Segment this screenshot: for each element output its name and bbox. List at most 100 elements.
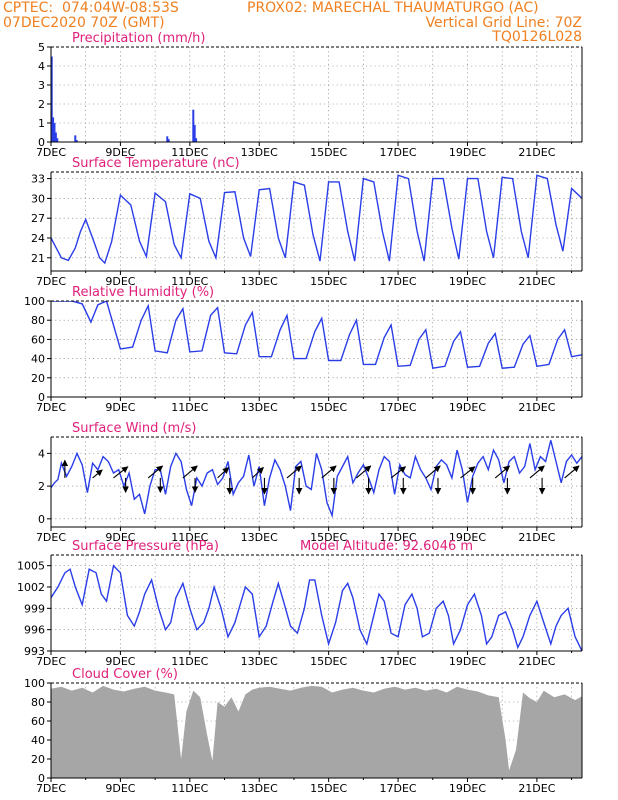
wind-xtick-label: 19DEC [449, 531, 486, 544]
rh-xtick-label: 9DEC [105, 401, 135, 414]
cloud-area [51, 685, 582, 778]
rh-data [51, 301, 582, 369]
cloud-title: Cloud Cover (%) [72, 667, 178, 682]
rh-ytick-label: 0 [38, 391, 45, 404]
rh-xtick-label: 21DEC [518, 401, 555, 414]
temp-xtick-label: 21DEC [518, 275, 555, 288]
cloud-ytick-label: 20 [31, 753, 45, 766]
temp-ytick-label: 24 [31, 232, 45, 245]
wind-panel: Surface Wind (m/s) 0 2 4 7DEC 9DEC 11DEC 13DEC 1… [36, 421, 583, 544]
wind-vector [113, 466, 129, 479]
wind-ytick-label: 4 [38, 447, 45, 460]
rh-xtick-label: 15DEC [310, 401, 347, 414]
pres-xtick-label: 21DEC [518, 655, 555, 668]
rh-xtick-label: 17DEC [380, 401, 417, 414]
wind-xtick-label: 15DEC [310, 531, 347, 544]
rh-panel: Relative Humidity (%) 0 20 40 60 80 100 7DEC 9DE… [24, 285, 583, 414]
rh-title: Relative Humidity (%) [72, 285, 214, 300]
wind-xtick-label: 17DEC [380, 531, 417, 544]
wind-ytick-label: 2 [38, 480, 45, 493]
precip-xtick-label: 19DEC [449, 146, 486, 159]
rh-ytick-label: 60 [31, 333, 45, 346]
precip-bar [56, 138, 59, 142]
temp-xtick-label: 15DEC [310, 275, 347, 288]
cloud-xtick-label: 21DEC [518, 782, 555, 795]
wind-ytick-label: 0 [38, 513, 45, 526]
cloud-xtick-label: 19DEC [449, 782, 486, 795]
pres-xtick-label: 15DEC [310, 655, 347, 668]
temp-line [51, 174, 582, 265]
pres-ytick-label: 1002 [17, 581, 45, 594]
temp-data [51, 174, 582, 265]
wind-vector [182, 465, 198, 479]
precip-bar [54, 132, 57, 142]
cloud-xtick-label: 13DEC [241, 782, 278, 795]
cloud-xtick-label: 15DEC [310, 782, 347, 795]
precip-bar [52, 117, 55, 142]
station-coordinates: CPTEC: 074:04W-08:53S [3, 0, 179, 16]
wind-vector [356, 465, 372, 479]
temp-xtick-label: 17DEC [380, 275, 417, 288]
temp-xtick-label: 9DEC [105, 275, 135, 288]
wind-vector [390, 466, 407, 479]
temp-ytick-label: 21 [31, 252, 45, 265]
pres-subtitle: Model Altitude: 92.6046 m [300, 539, 473, 554]
rh-xtick-label: 19DEC [449, 401, 486, 414]
rh-ytick-label: 100 [24, 295, 45, 308]
pres-ytick-label: 1005 [17, 560, 45, 573]
wind-vector [529, 465, 545, 479]
wind-line [51, 440, 582, 519]
wind-title: Surface Wind (m/s) [72, 421, 196, 436]
precip-bar [192, 109, 195, 142]
temp-ytick-label: 30 [31, 192, 45, 205]
precip-bar [75, 140, 78, 142]
temp-xtick-label: 19DEC [449, 275, 486, 288]
wind-vector [217, 467, 230, 479]
pres-xtick-label: 19DEC [449, 655, 486, 668]
precip-xtick-label: 15DEC [310, 146, 347, 159]
pres-ytick-label: 999 [24, 602, 45, 615]
precip-xtick-label: 17DEC [380, 146, 417, 159]
precip-xtick-label: 21DEC [518, 146, 555, 159]
precip-xtick-label: 7DEC [36, 146, 66, 159]
rh-xtick-label: 11DEC [171, 401, 208, 414]
cloud-xtick-label: 9DEC [105, 782, 135, 795]
pres-xtick-label: 17DEC [380, 655, 417, 668]
cloud-panel: Cloud Cover (%) 0 20 40 60 80 100 7DEC 9DEC 11DEC… [24, 667, 583, 795]
cloud-data [51, 685, 582, 778]
precip-bar [166, 136, 169, 142]
cloud-ytick-label: 80 [31, 696, 45, 709]
precip-bar [193, 124, 196, 142]
rh-xtick-label: 7DEC [36, 401, 66, 414]
cloud-xtick-label: 17DEC [380, 782, 417, 795]
pres-ytick-label: 996 [24, 624, 45, 637]
pres-xtick-label: 11DEC [171, 655, 208, 668]
precip-bar [51, 56, 53, 142]
wind-vector [286, 465, 302, 479]
precip-ytick-label: 1 [38, 117, 45, 130]
wind-xtick-label: 7DEC [36, 531, 66, 544]
precip-ytick-label: 5 [38, 41, 45, 54]
temp-ytick-label: 33 [31, 173, 45, 186]
station-name: PROX02: MARECHAL THAUMATURGO (AC) [247, 0, 539, 16]
chart-header: CPTEC: 074:04W-08:53S PROX02: MARECHAL T… [0, 0, 618, 48]
pres-title: Surface Pressure (hPa) [72, 539, 219, 554]
precip-panel: Precipitation (mm/h) 0 1 2 3 4 5 7DEC 9DEC 11DEC 1… [36, 31, 583, 159]
wind-vector [251, 467, 264, 479]
precip-bar [74, 135, 77, 142]
wind-vector [147, 465, 164, 479]
vertical-grid-note: Vertical Grid Line: 70Z [425, 15, 582, 31]
wind-xtick-label: 9DEC [105, 531, 135, 544]
precip-title: Precipitation (mm/h) [72, 31, 205, 46]
precip-xtick-label: 11DEC [171, 146, 208, 159]
precip-ytick-label: 0 [38, 136, 45, 149]
temp-title: Surface Temperature (nC) [72, 156, 240, 171]
wind-xtick-label: 11DEC [171, 531, 208, 544]
temp-xtick-label: 11DEC [171, 275, 208, 288]
wind-vector [494, 465, 511, 479]
precip-ytick-label: 2 [38, 98, 45, 111]
cloud-ytick-label: 60 [31, 715, 45, 728]
wind-vector [321, 465, 337, 479]
temp-xtick-label: 7DEC [36, 275, 66, 288]
